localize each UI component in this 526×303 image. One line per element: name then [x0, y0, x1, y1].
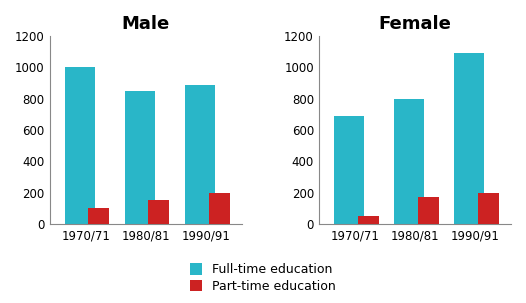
Title: Female: Female	[378, 15, 451, 33]
Legend: Full-time education, Part-time education: Full-time education, Part-time education	[186, 259, 340, 297]
Bar	[148, 201, 169, 224]
Bar	[358, 216, 379, 224]
Bar	[478, 193, 499, 224]
Bar	[88, 208, 109, 224]
Bar	[208, 193, 229, 224]
Bar	[185, 85, 215, 224]
Title: Male: Male	[122, 15, 170, 33]
Bar	[334, 116, 364, 224]
Bar	[418, 197, 439, 224]
Bar	[125, 91, 155, 224]
Bar	[454, 53, 484, 224]
Bar	[394, 99, 424, 224]
Bar	[65, 67, 95, 224]
